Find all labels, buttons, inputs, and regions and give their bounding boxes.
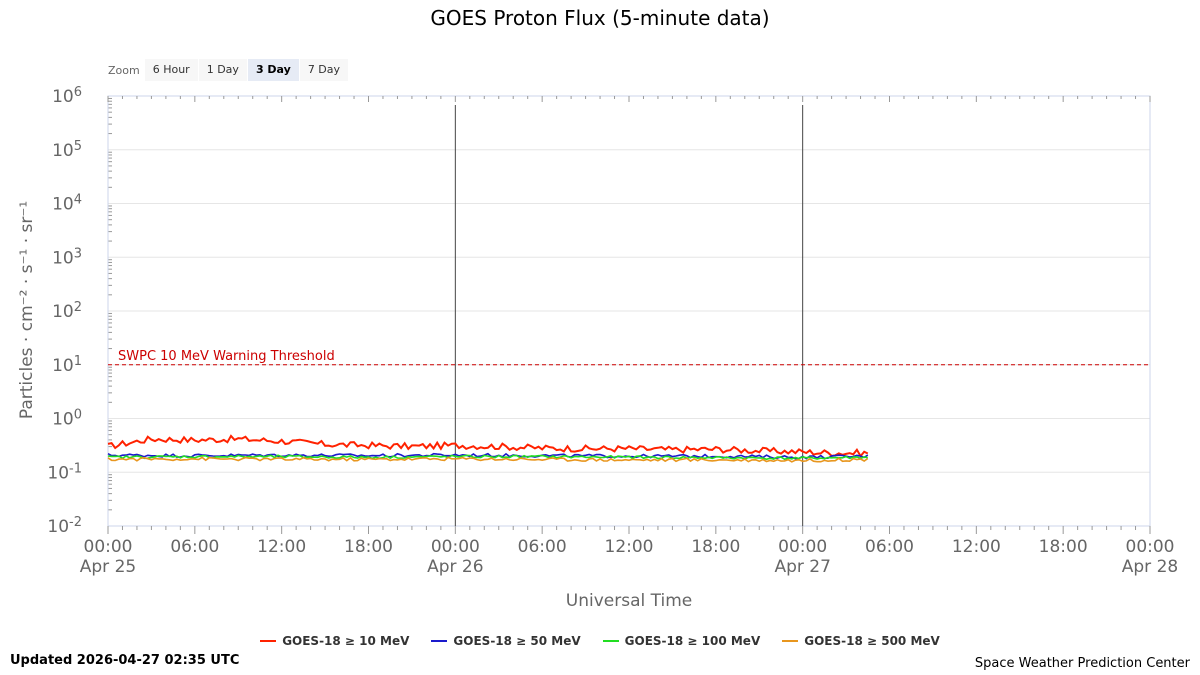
x-tick-time-label: 06:00 [170,537,219,557]
legend: GOES-18 ≥ 10 MeV GOES-18 ≥ 50 MeV GOES-1… [0,634,1200,648]
x-tick-time-label: 12:00 [605,537,654,557]
legend-swatch-100mev [602,640,619,642]
legend-item-50mev[interactable]: GOES-18 ≥ 50 MeV [431,634,581,648]
x-tick-date-label: Apr 28 [1122,557,1178,577]
x-tick-time-label: 00:00 [778,537,827,557]
y-tick-label: 10-1 [47,461,82,483]
y-tick-label: 105 [52,139,82,161]
zoom-6-hour-button[interactable]: 6 Hour [144,59,198,81]
x-tick-date-label: Apr 27 [774,557,830,577]
series-line-1 [107,452,869,460]
series-line-2 [107,454,868,461]
x-tick-time-label: 00:00 [1126,537,1175,557]
legend-label-100mev: GOES-18 ≥ 100 MeV [624,634,761,648]
updated-timestamp: Updated 2026-04-27 02:35 UTC [10,653,240,668]
x-tick-time-label: 18:00 [691,537,740,557]
zoom-7-day-button[interactable]: 7 Day [299,59,349,81]
legend-item-500mev[interactable]: GOES-18 ≥ 500 MeV [782,634,940,648]
legend-label-10mev: GOES-18 ≥ 10 MeV [282,634,410,648]
y-tick-label: 100 [52,408,82,430]
threshold-label: SWPC 10 MeV Warning Threshold [118,349,335,364]
zoom-3-day-button[interactable]: 3 Day [247,59,299,81]
legend-label-50mev: GOES-18 ≥ 50 MeV [453,634,581,648]
legend-swatch-500mev [782,640,799,642]
x-axis-title: Universal Time [566,591,692,611]
legend-item-10mev[interactable]: GOES-18 ≥ 10 MeV [260,634,409,648]
legend-label-500mev: GOES-18 ≥ 500 MeV [804,634,940,648]
y-axis-title: Particles · cm⁻² · s⁻¹ · sr⁻¹ [17,201,37,419]
x-tick-time-label: 00:00 [431,537,480,557]
y-tick-label: 104 [52,193,82,215]
legend-item-100mev[interactable]: GOES-18 ≥ 100 MeV [602,634,761,648]
legend-swatch-10mev [260,640,277,642]
x-tick-time-label: 12:00 [952,537,1001,557]
credit-text: Space Weather Prediction Center [974,656,1190,671]
x-tick-time-label: 12:00 [257,537,306,557]
y-tick-label: 103 [52,246,82,268]
zoom-label: Zoom [108,63,140,77]
x-tick-date-label: Apr 26 [427,557,483,577]
y-tick-label: 102 [52,300,82,322]
y-tick-label: 10-2 [47,515,82,537]
zoom-bar: Zoom 6 Hour 1 Day 3 Day 7 Day [108,59,349,81]
x-tick-time-label: 06:00 [518,537,567,557]
legend-swatch-50mev [431,640,448,642]
chart-title: GOES Proton Flux (5-minute data) [430,6,770,30]
series-line-0 [107,434,869,458]
zoom-1-day-button[interactable]: 1 Day [198,59,247,81]
y-tick-label: 106 [52,85,82,107]
x-tick-time-label: 18:00 [344,537,393,557]
x-tick-time-label: 18:00 [1039,537,1088,557]
series-line-3 [107,456,869,463]
x-tick-date-label: Apr 25 [80,557,136,577]
y-tick-label: 101 [52,354,82,376]
x-tick-time-label: 00:00 [84,537,133,557]
x-tick-time-label: 06:00 [865,537,914,557]
